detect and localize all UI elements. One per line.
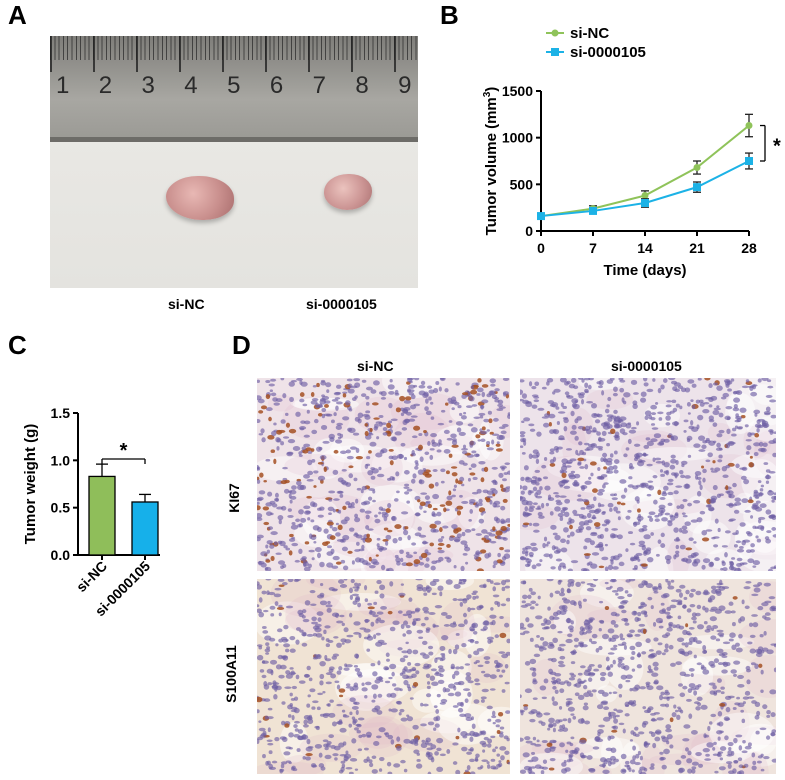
y-tick-label: 0.0 [51, 547, 71, 563]
y-tick-label: 1000 [502, 130, 533, 146]
ruler-number: 1 [56, 72, 70, 99]
y-axis-label: Tumor weight (g) [22, 424, 39, 545]
ruler: 1 2 3 4 5 6 7 8 9 [50, 36, 418, 142]
legend-marker [551, 48, 559, 56]
data-point [693, 183, 701, 192]
x-tick-label: 14 [637, 240, 653, 256]
ruler-number: 4 [184, 72, 198, 99]
panel-letter-c: C [8, 330, 27, 360]
data-point [693, 164, 701, 172]
data-point [589, 206, 597, 215]
ruler-numbers: 1 2 3 4 5 6 7 8 9 [56, 72, 418, 112]
y-tick-label: 0 [525, 223, 533, 239]
ihc-col-label-si-nc: si-NC [357, 358, 394, 374]
y-tick-label: 0.5 [51, 500, 71, 516]
panel-letter-a: A [8, 0, 27, 30]
data-point [641, 199, 649, 207]
photo-label-si-nc: si-NC [168, 296, 205, 312]
x-tick-label: si-NC [73, 558, 110, 595]
data-point [745, 157, 753, 165]
ruler-number: 8 [355, 72, 369, 99]
y-tick-label: 500 [510, 176, 534, 192]
ruler-number: 6 [269, 72, 284, 99]
x-tick-label: 21 [689, 240, 705, 256]
ihc-image-ki67-si-0000105 [520, 378, 776, 571]
y-tick-label: 1.0 [51, 452, 71, 468]
ihc-row-label-ki67: KI67 [226, 483, 242, 513]
x-tick-label: 28 [741, 240, 757, 256]
ihc-image-s100a11-si-0000105 [520, 579, 776, 774]
panel-letter-d: D [232, 330, 251, 360]
data-point [537, 212, 545, 221]
ruler-number: 3 [141, 72, 155, 99]
tumor-si-nc [166, 176, 234, 220]
significance-star: * [773, 135, 781, 157]
x-tick-label: 0 [537, 240, 545, 256]
significance-star: * [120, 440, 128, 462]
bar [88, 475, 116, 556]
legend-label: si-0000105 [570, 44, 646, 61]
x-tick-label: 7 [589, 240, 597, 256]
tumor-si-0000105 [324, 174, 372, 210]
tumor-volume-chart: 0 500 1000 1500 0 7 14 21 28 Time (days) Tumor vol… [482, 25, 781, 279]
ruler-number: 2 [98, 72, 113, 99]
tissue-texture [520, 378, 776, 571]
ihc-image-s100a11-si-nc [257, 579, 510, 774]
photo-label-si-0000105: si-0000105 [306, 296, 377, 312]
ruler-number: 7 [312, 72, 326, 99]
bar [131, 501, 159, 556]
ruler-number: 9 [398, 72, 412, 99]
y-axis-label: Tumor volume (mm3) [482, 87, 500, 236]
tumor-photo: 1 2 3 4 5 6 7 8 9 [50, 36, 418, 288]
data-point [745, 122, 753, 130]
y-tick-label: 1.5 [51, 405, 71, 421]
tissue-texture [257, 378, 510, 571]
ruler-number: 5 [227, 72, 241, 99]
tissue-texture [257, 579, 510, 774]
tissue-texture [520, 579, 776, 774]
ihc-row-label-s100a11: S100A11 [223, 645, 239, 703]
legend-label: si-NC [570, 25, 609, 42]
panel-letter-b: B [440, 0, 459, 30]
legend-marker [551, 29, 559, 37]
ihc-image-ki67-si-nc [257, 378, 510, 571]
y-tick-label: 1500 [502, 83, 533, 99]
data-point [641, 192, 649, 200]
x-axis-label: Time (days) [603, 262, 686, 279]
ihc-col-label-si-0000105: si-0000105 [611, 358, 682, 374]
